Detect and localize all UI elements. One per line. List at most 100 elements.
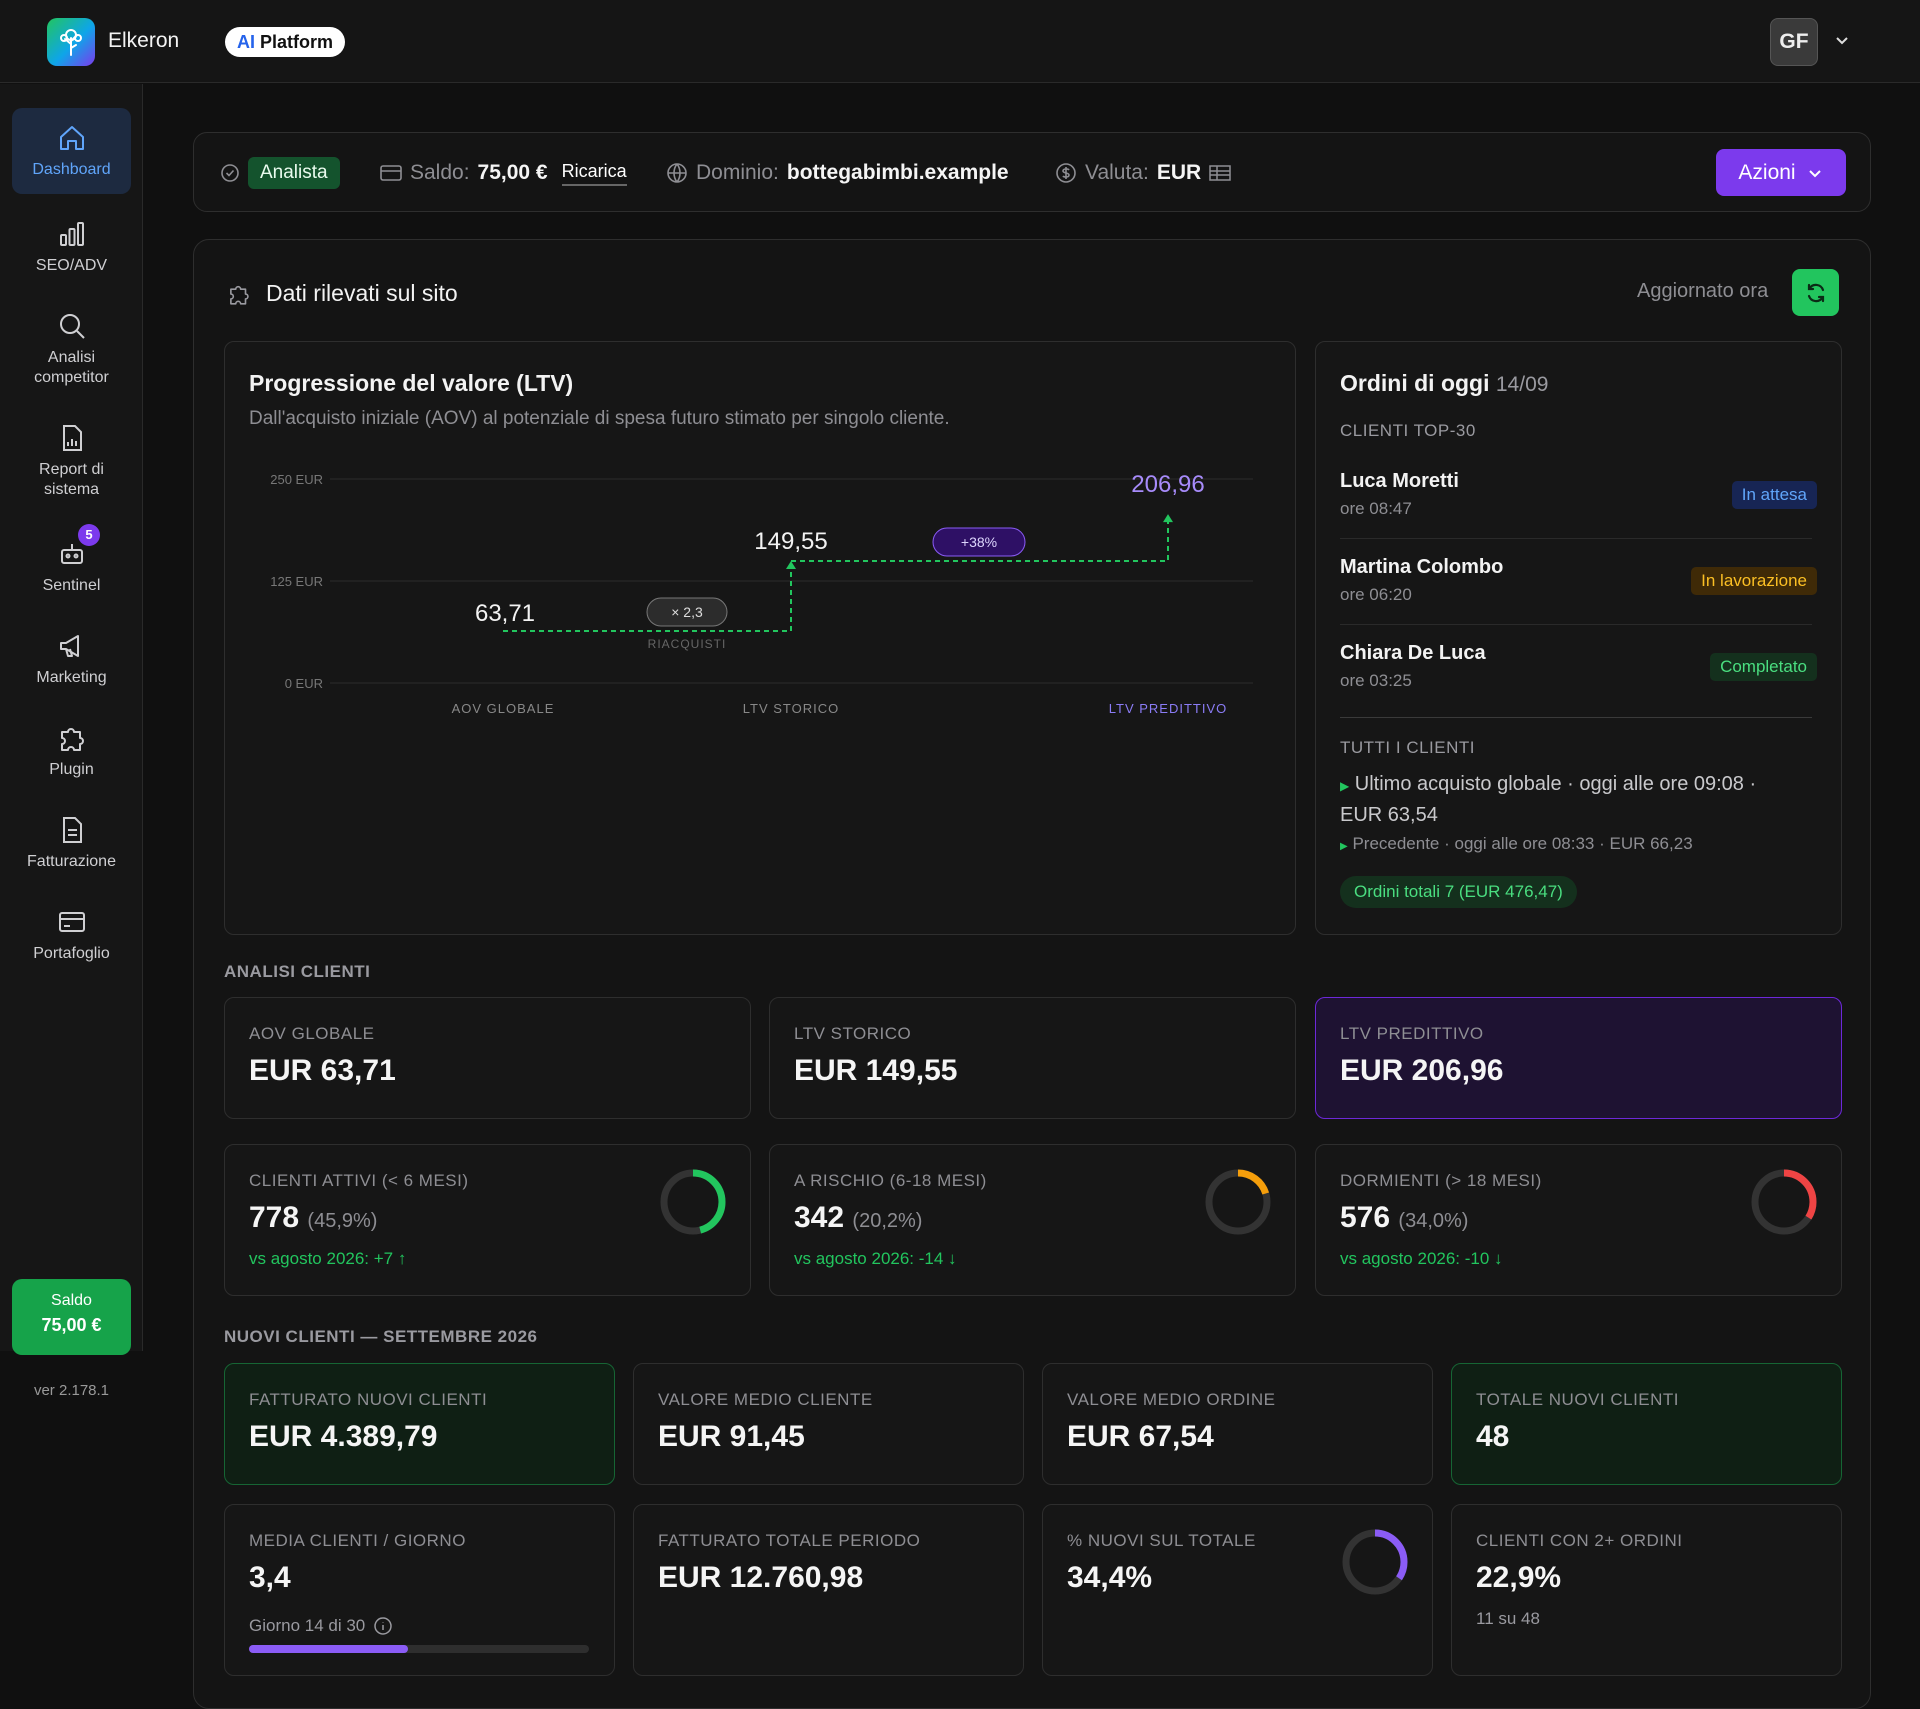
kpi-valore-medio-ordine: VALORE MEDIO ORDINE EUR 67,54	[1042, 1363, 1433, 1485]
sidebar-item-sentinel[interactable]: 5 Sentinel	[12, 524, 131, 608]
search-icon	[59, 314, 85, 339]
sidebar-item-fatturazione[interactable]: Fatturazione	[12, 808, 131, 884]
panel-title: Dati rilevati sul sito	[266, 280, 458, 306]
play-icon: ▶	[1340, 779, 1350, 793]
dollar-icon	[1056, 163, 1076, 183]
kpi-ltv-predittivo: LTV PREDITTIVO EUR 206,96	[1315, 997, 1842, 1119]
growth-badge	[932, 527, 1026, 557]
sidebar-item-label: Report di sistema	[39, 461, 104, 498]
top-bar: Elkeron AI Platform GF	[0, 0, 1920, 83]
sidebar-item-label: Portafoglio	[33, 945, 110, 962]
divider	[1340, 624, 1812, 625]
section-title-nuovi: NUOVI CLIENTI — SETTEMBRE 2026	[224, 1327, 538, 1346]
segment-pct: (20,2%)	[852, 1210, 923, 1232]
kpi-label: LTV PREDITTIVO	[1340, 1024, 1484, 1043]
previous-purchase: ▶ Precedente · oggi alle ore 08:33 · EUR…	[1340, 834, 1693, 854]
ring-fill	[1205, 1169, 1271, 1235]
segment-count: 342	[794, 1201, 845, 1234]
ricarica-link[interactable]: Ricarica	[561, 161, 627, 186]
kpi-label: FATTURATO NUOVI CLIENTI	[249, 1390, 488, 1409]
segment-ring-chart	[1751, 1169, 1817, 1235]
order-client-name[interactable]: Luca Moretti	[1340, 470, 1459, 492]
segment-ring-chart	[1205, 1169, 1271, 1235]
kpi-value: EUR 63,71	[249, 1054, 396, 1087]
y-tick-label: 125 EUR	[270, 574, 323, 589]
ring-fill	[1751, 1169, 1817, 1235]
kpi-media-clienti-giorno: MEDIA CLIENTI / GIORNO 3,4 Giorno 14 di …	[224, 1504, 615, 1676]
kpi-fatturato-nuovi: FATTURATO NUOVI CLIENTI EUR 4.389,79	[224, 1363, 615, 1485]
sidebar-saldo-button[interactable]: Saldo 75,00 €	[12, 1279, 131, 1355]
chevron-down-icon[interactable]	[1832, 30, 1852, 50]
top-clients-label: CLIENTI TOP-30	[1340, 421, 1476, 440]
site-data-panel: Dati rilevati sul sito Aggiornato ora Pr…	[193, 239, 1871, 1709]
sidebar-saldo-label: Saldo	[51, 1292, 92, 1309]
sidebar-item-report[interactable]: Report di sistema	[12, 416, 131, 512]
domain-group: Dominio: bottegabimbi.example	[666, 133, 1009, 213]
ltv-chart: 250 EUR 125 EUR 0 EUR AOV GLOBALE LTV STORIC…	[270, 471, 1253, 716]
orders-date: 14/09	[1495, 373, 1549, 396]
refresh-button[interactable]	[1792, 269, 1839, 316]
order-client-name[interactable]: Martina Colombo	[1340, 556, 1504, 578]
robot-icon	[60, 544, 83, 564]
x-axis-label: LTV PREDITTIVO	[1109, 701, 1228, 716]
actions-button[interactable]: Azioni	[1716, 149, 1846, 196]
last-purchase-line1: Ultimo acquisto globale · oggi alle ore …	[1354, 773, 1757, 795]
user-avatar[interactable]: GF	[1770, 18, 1818, 66]
ltv-title: Progressione del valore (LTV)	[249, 370, 574, 396]
megaphone-icon	[59, 635, 79, 657]
total-orders-badge[interactable]: Ordini totali 7 (EUR 476,47)	[1340, 876, 1577, 908]
sidebar-item-seo-adv[interactable]: SEO/ADV	[12, 212, 131, 288]
segment-count: 778	[249, 1201, 300, 1234]
order-client-name[interactable]: Chiara De Luca	[1340, 642, 1486, 664]
app-logo[interactable]	[47, 18, 95, 66]
sidebar-item-analisi-competitor[interactable]: Analisi competitor	[12, 304, 131, 400]
kpi-value: EUR 91,45	[658, 1420, 805, 1453]
growth-text: +38%	[961, 534, 997, 550]
globe-icon	[667, 163, 687, 183]
tree-icon	[60, 29, 82, 56]
account-info-bar: Analista Saldo: 75,00 € Ricarica Dominio…	[193, 132, 1871, 212]
currency-value: EUR	[1156, 161, 1202, 184]
sidebar-item-label: Fatturazione	[27, 853, 116, 870]
platform-pill: AI Platform	[225, 27, 346, 57]
info-icon[interactable]	[373, 1616, 393, 1636]
kpi-value: 34,4%	[1067, 1561, 1153, 1594]
multiplier-text: × 2,3	[671, 604, 703, 620]
arrow-up-icon	[1163, 514, 1173, 523]
sidebar-item-label: SEO/ADV	[35, 257, 108, 274]
order-time: ore 08:47	[1340, 499, 1412, 518]
kpi-label: VALORE MEDIO ORDINE	[1067, 1390, 1276, 1409]
last-purchase-line2: EUR 63,54	[1340, 804, 1438, 826]
kpi-value: EUR 12.760,98	[658, 1561, 864, 1594]
y-tick-label: 0 EUR	[285, 676, 323, 691]
ring-fill	[660, 1169, 726, 1235]
kpi-value: EUR 149,55	[794, 1054, 958, 1087]
domain-label: Dominio:	[696, 161, 779, 184]
refresh-icon	[1807, 283, 1824, 302]
kpi-label: MEDIA CLIENTI / GIORNO	[249, 1531, 466, 1550]
sidebar-item-dashboard[interactable]: Dashboard	[12, 108, 131, 194]
check-circle-icon	[221, 164, 239, 182]
y-tick-label: 250 EUR	[270, 472, 323, 487]
card-icon	[380, 165, 402, 181]
day-progress-bar	[249, 1645, 589, 1653]
order-time: ore 03:25	[1340, 671, 1412, 690]
status-badge: In attesa	[1731, 481, 1817, 509]
panel-header: Dati rilevati sul sito	[226, 280, 458, 307]
invoice-icon	[62, 817, 82, 843]
segment-comparison: vs agosto 2026: -14 ↓	[794, 1249, 957, 1268]
platform-pill-text: Platform	[260, 32, 334, 52]
sidebar-item-plugin[interactable]: Plugin	[12, 716, 131, 792]
kpi-sub: 11 su 48	[1476, 1609, 1540, 1628]
segment-dormienti: DORMIENTI (> 18 MESI) 576 (34,0%) vs ago…	[1315, 1144, 1842, 1296]
table-icon[interactable]	[1209, 164, 1231, 182]
segment-label: CLIENTI ATTIVI (< 6 MESI)	[249, 1171, 469, 1190]
new-share-ring-chart	[1342, 1529, 1408, 1595]
sidebar-item-portafoglio[interactable]: Portafoglio	[12, 900, 131, 976]
chevron-down-icon	[1808, 169, 1821, 177]
kpi-label: % NUOVI SUL TOTALE	[1067, 1531, 1256, 1550]
section-title-analisi: ANALISI CLIENTI	[224, 962, 371, 981]
sidebar-item-marketing[interactable]: Marketing	[12, 624, 131, 700]
segment-ring-chart	[660, 1169, 726, 1235]
play-icon: ▶	[1340, 841, 1348, 852]
